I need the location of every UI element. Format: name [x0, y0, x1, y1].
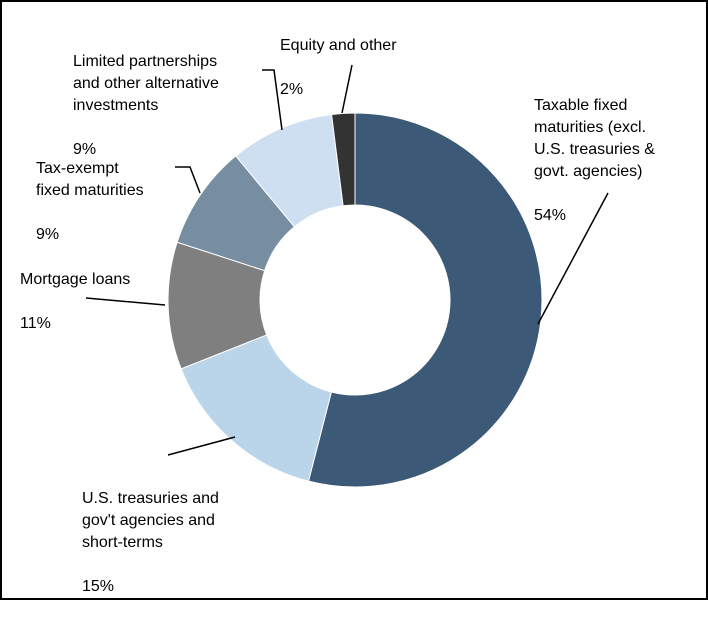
label-taxable-fixed-maturities: Taxable fixed maturities (excl. U.S. tre…	[534, 73, 655, 249]
label-tax-exempt: Tax-exempt fixed maturities 9%	[36, 136, 144, 268]
leader-line-limited-partnerships	[262, 69, 283, 131]
label-equity-value: 2%	[280, 81, 304, 98]
label-limited-partnerships: Limited partnerships and other alternati…	[73, 29, 219, 183]
chart-frame	[0, 0, 708, 600]
label-us-treasuries-name: U.S. treasuries and gov't agencies and s…	[82, 490, 219, 551]
leader-line-mortgage	[85, 297, 166, 306]
label-equity-other: Equity and other 2%	[280, 13, 397, 123]
label-tax-exempt-name: Tax-exempt fixed maturities	[36, 160, 144, 199]
label-us-treasuries: U.S. treasuries and gov't agencies and s…	[82, 466, 219, 620]
slice-equity-other	[331, 112, 356, 207]
label-limited-partnerships-value: 9%	[73, 141, 97, 158]
donut-chart	[85, 64, 609, 488]
label-limited-partnerships-name: Limited partnerships and other alternati…	[73, 53, 219, 114]
leader-line-equity	[341, 64, 353, 114]
label-us-treasuries-value: 15%	[82, 578, 115, 595]
label-taxable-name: Taxable fixed maturities (excl. U.S. tre…	[534, 97, 655, 180]
label-mortgage-value: 11%	[20, 315, 51, 332]
leader-line-taxable	[537, 192, 609, 325]
leader-line-tax-exempt	[175, 166, 201, 194]
label-equity-name: Equity and other	[280, 37, 397, 54]
label-taxable-value: 54%	[534, 207, 567, 224]
label-mortgage-name: Mortgage loans	[20, 271, 131, 288]
leader-line-us-treasuries	[167, 436, 236, 456]
label-mortgage-loans: Mortgage loans 11%	[20, 247, 130, 357]
slice-taxable-fixed-maturities	[307, 112, 543, 488]
label-tax-exempt-value: 9%	[36, 226, 60, 243]
